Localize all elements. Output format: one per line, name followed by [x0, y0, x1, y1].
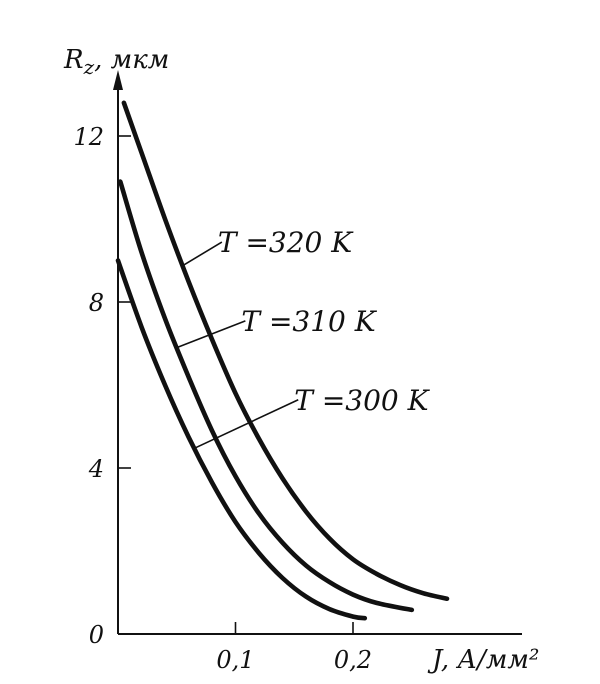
- series-line-1: [121, 100, 450, 601]
- y-tick-label: 12: [73, 123, 104, 151]
- series-label-leader-1: [182, 241, 223, 267]
- series-label-leader-2: [176, 320, 246, 349]
- y-axis-arrow: [113, 70, 123, 90]
- series-label-1: T =320 K: [218, 226, 354, 259]
- series-label-leader-3: [194, 399, 299, 450]
- y-axis-title-unit: , мкм: [94, 45, 169, 75]
- series-label-2: T =310 K: [241, 305, 377, 338]
- x-tick-label: 0,1: [216, 646, 254, 674]
- y-axis-title: Rz, мкм: [63, 45, 169, 79]
- series-line-2: [118, 179, 415, 613]
- y-tick-label: 4: [88, 455, 104, 483]
- tick-group: 0 4 8 12 0,1 0,2: [73, 123, 372, 674]
- x-axis-title: J, А/мм²: [427, 645, 539, 675]
- y-axis-title-main: R: [63, 45, 84, 75]
- series-group: [115, 100, 450, 621]
- y-tick-label: 0: [89, 621, 104, 649]
- series-label-3: T =300 K: [294, 384, 430, 417]
- series-line-3: [115, 258, 368, 621]
- x-tick-label: 0,2: [334, 646, 372, 674]
- annotation-group: T =320 K T =310 K T =300 K: [176, 226, 431, 450]
- y-tick-label: 8: [89, 289, 104, 317]
- y-axis-title-subscript: z: [83, 55, 95, 79]
